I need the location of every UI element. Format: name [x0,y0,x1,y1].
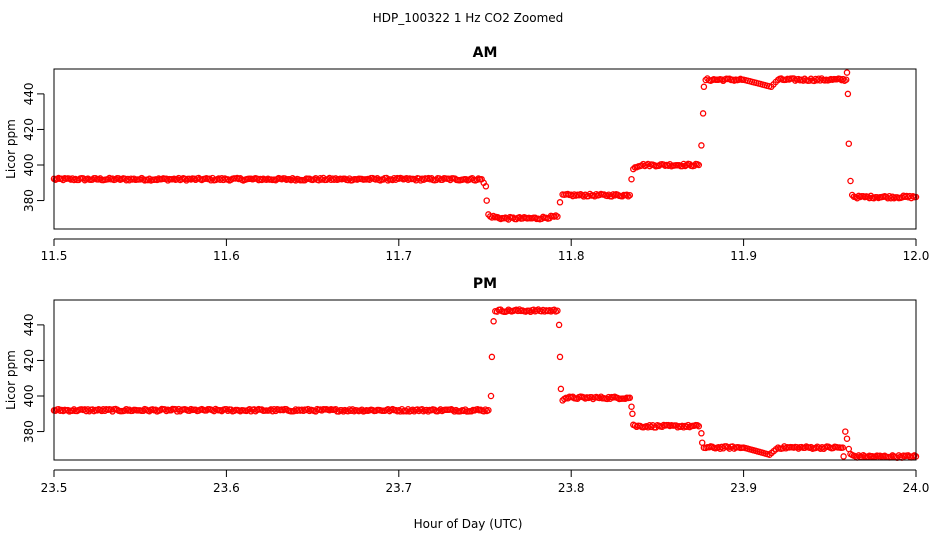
data-point [488,214,496,221]
data-point [843,69,851,76]
x-tick-label: 11.6 [213,249,240,263]
x-tick-label: 11.8 [558,249,585,263]
y-tick-label: 400 [22,154,36,177]
data-point [557,385,565,393]
data-point [623,191,631,199]
data-point [842,76,850,83]
data-point [487,392,495,400]
data-point [482,183,490,190]
chart-panels: AM 11.5 11.6 11.7 11.8 11.9 12.0 380 400 420 440 Li… [4,45,929,495]
data-point [840,453,847,460]
data-point [628,403,635,410]
data-point [556,353,564,361]
y-tick-label: 400 [22,385,36,408]
y-tick-label: 380 [22,189,36,212]
data-point [554,307,561,314]
data-point [605,393,612,401]
x-tick-label: 23.8 [558,481,585,495]
y-tick-label: 440 [22,313,36,336]
panel-title: AM [473,45,498,61]
data-point [550,306,558,314]
x-tick-label: 11.9 [730,249,757,263]
data-point [842,428,849,435]
data-point [483,197,490,204]
data-point [628,175,635,183]
data-point [844,90,852,98]
data-point [700,83,708,91]
panel-am: AM 11.5 11.6 11.7 11.8 11.9 12.0 380 400 420 440 Li… [4,45,929,263]
data-point [555,321,563,329]
data-point [843,435,851,442]
data-point [482,406,489,413]
data-point [485,406,492,414]
data-point [603,192,611,200]
x-tick-label: 23.5 [41,481,68,495]
data-point [839,444,846,451]
data-point [695,422,703,430]
data-point [698,430,705,437]
data-point [695,161,703,169]
data-point [626,191,634,199]
plot-frame [53,299,917,461]
data-point [698,142,705,149]
data-point [629,410,636,418]
data-points [50,69,920,223]
y-tick-label: 440 [22,82,36,105]
data-point [847,177,854,185]
y-tick-label: 420 [22,349,36,372]
data-point [699,110,707,117]
x-axis-label: Hour of Day (UTC) [414,517,523,531]
figure-title: HDP_100322 1 Hz CO2 Zoomed [373,11,564,25]
x-tick-label: 12.0 [903,249,930,263]
x-tick-label: 23.6 [213,481,240,495]
panel-pm: PM 23.5 23.6 23.7 23.8 23.9 24.0 380 400 420 440 Li… [4,276,929,495]
plot-frame [53,68,917,230]
data-point [845,140,853,147]
x-tick-label: 11.7 [385,249,412,263]
y-axis-label: Licor ppm [4,119,18,179]
panel-title: PM [473,276,497,292]
data-point [488,353,496,361]
x-tick-label: 24.0 [903,481,930,495]
y-axis-label: Licor ppm [4,350,18,410]
y-tick-label: 420 [22,118,36,141]
data-point [839,75,847,83]
x-tick-label: 23.7 [385,481,412,495]
x-tick-label: 11.5 [41,249,68,263]
data-points [50,306,920,461]
data-point [490,318,497,325]
data-point [626,394,634,402]
data-point [556,199,564,206]
x-tick-label: 23.9 [730,481,757,495]
y-tick-label: 380 [22,420,36,443]
data-point [554,213,561,220]
